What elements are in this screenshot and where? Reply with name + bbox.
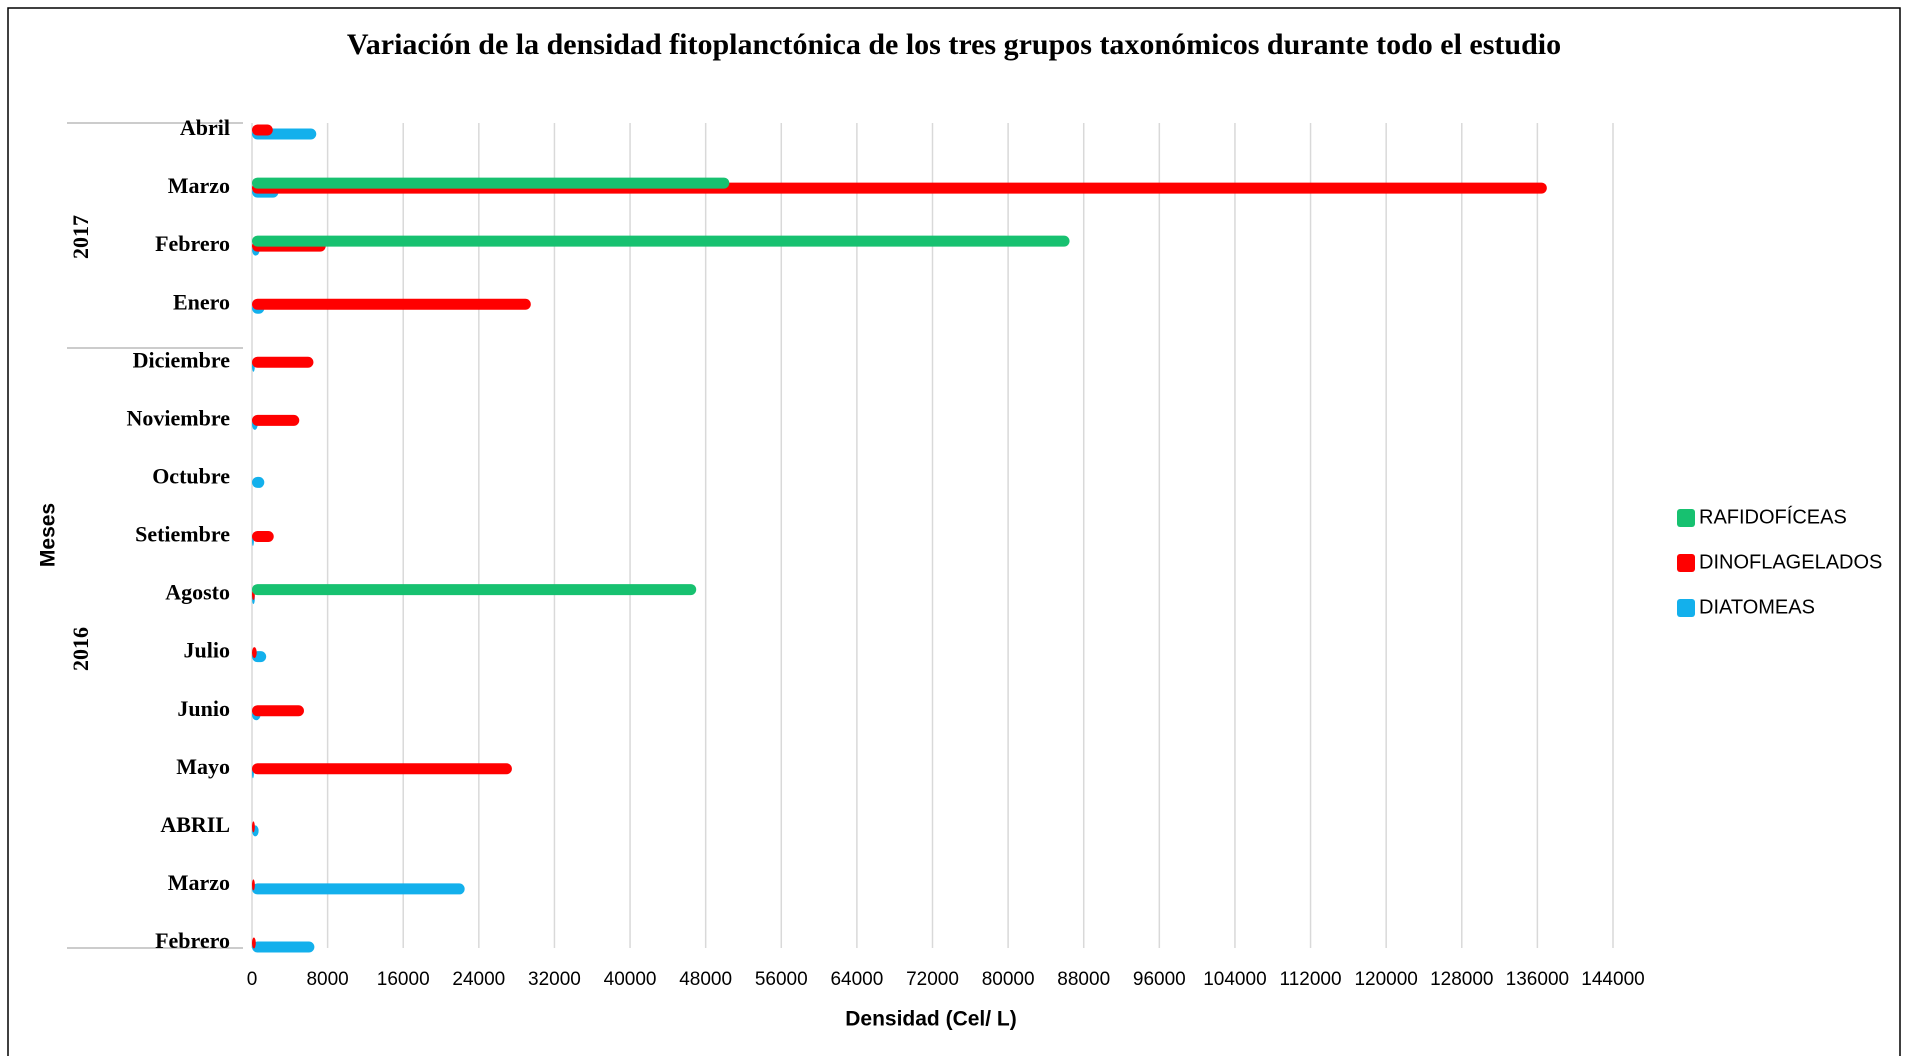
y-tick-label: ABRIL	[160, 812, 230, 837]
legend-label: DINOFLAGELADOS	[1699, 551, 1882, 573]
bar	[252, 941, 315, 953]
y-tick-label: Junio	[177, 696, 230, 721]
bar	[252, 705, 304, 717]
x-tick-label: 64000	[830, 969, 883, 990]
y-tick-label: Setiembre	[135, 522, 230, 547]
legend-swatch	[1677, 599, 1695, 617]
x-axis-label: Densidad (Cel/ L)	[845, 1008, 1017, 1031]
bar	[252, 298, 531, 310]
x-tick-label: 96000	[1133, 969, 1186, 990]
y-tick-label: Agosto	[165, 580, 230, 605]
y-tick-label: Abril	[180, 115, 230, 140]
x-tick-label: 16000	[377, 969, 430, 990]
legend-swatch	[1677, 554, 1695, 572]
bar	[252, 531, 274, 542]
bar	[252, 647, 257, 659]
y-tick-label: Mayo	[176, 754, 230, 779]
x-tick-label: 144000	[1581, 969, 1644, 990]
y-tick-label: Marzo	[168, 870, 230, 895]
bar	[252, 937, 256, 949]
year-label: 2017	[68, 215, 93, 259]
x-tick-label: 56000	[755, 969, 808, 990]
y-tick-label: Diciembre	[133, 347, 231, 372]
x-tick-label: 40000	[604, 969, 657, 990]
x-tick-label: 88000	[1057, 969, 1110, 990]
x-tick-label: 128000	[1430, 969, 1493, 990]
x-tick-label: 120000	[1354, 969, 1417, 990]
y-axis-label: Meses	[37, 503, 60, 567]
y-tick-label: Julio	[184, 638, 230, 663]
x-tick-label: 72000	[906, 969, 959, 990]
bar	[252, 584, 697, 596]
y-tick-label: Marzo	[168, 173, 230, 198]
legend-swatch	[1677, 509, 1695, 527]
bar	[252, 763, 512, 775]
x-tick-label: 24000	[452, 969, 505, 990]
x-tick-label: 32000	[528, 969, 581, 990]
bar	[252, 124, 273, 136]
y-tick-label: Febrero	[155, 231, 230, 256]
x-tick-label: 48000	[679, 969, 732, 990]
bar	[252, 883, 465, 895]
bar	[252, 356, 314, 368]
y-tick-label: Octubre	[152, 463, 230, 488]
bar	[252, 821, 255, 833]
bar	[252, 177, 730, 189]
legend-label: DIATOMEAS	[1699, 596, 1815, 618]
frame	[7, 7, 1901, 1056]
legend-label: RAFIDOFÍCEAS	[1699, 505, 1847, 528]
x-tick-label: 0	[247, 969, 258, 990]
x-tick-label: 136000	[1506, 969, 1569, 990]
chart-title: Variación de la densidad fitoplanctónica…	[347, 28, 1561, 61]
bar	[252, 235, 1070, 247]
bar	[252, 414, 300, 426]
y-tick-label: Enero	[173, 289, 230, 314]
bar	[252, 476, 265, 488]
x-tick-label: 8000	[306, 969, 348, 990]
year-label: 2016	[68, 627, 93, 671]
x-tick-label: 112000	[1280, 969, 1342, 990]
bar	[252, 879, 255, 891]
x-tick-label: 104000	[1203, 969, 1266, 990]
y-tick-label: Febrero	[155, 928, 230, 953]
y-tick-label: Noviembre	[127, 405, 231, 430]
x-tick-label: 80000	[982, 969, 1035, 990]
